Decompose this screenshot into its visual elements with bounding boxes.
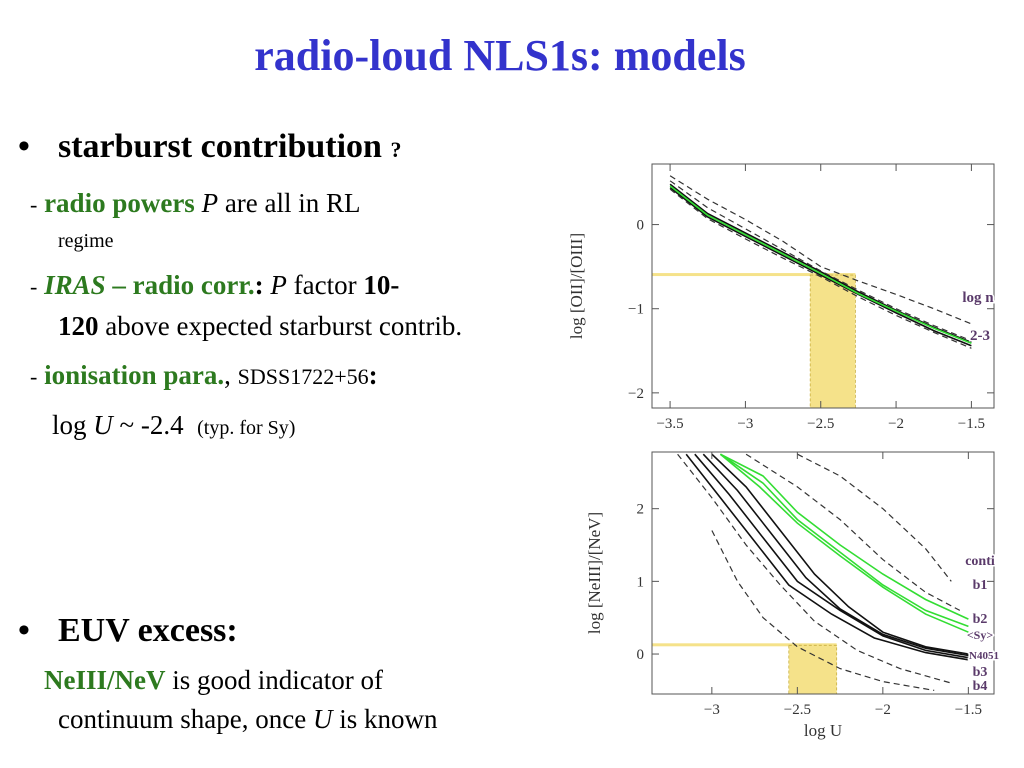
series-line-dashed — [745, 453, 961, 611]
var-p: P — [201, 188, 219, 218]
num-10: 10- — [363, 270, 400, 300]
series-line-solid-black — [711, 453, 969, 655]
bullet-starburst-question: ? — [390, 137, 402, 162]
dash: - — [30, 274, 38, 299]
series-line-solid-green — [719, 453, 969, 633]
x-tick-label: −1.5 — [958, 416, 985, 432]
sub-radio-powers: - radio powers P are all in RL — [30, 188, 361, 219]
observed-band-horizontal — [652, 273, 856, 277]
num-120: 120 — [58, 311, 99, 341]
annotation-label: b1 — [973, 578, 988, 593]
series-line-solid-black — [685, 453, 969, 661]
dot: . — [217, 360, 225, 390]
note-typ: (typ. for Sy) — [197, 417, 296, 439]
x-tick-label: −2 — [888, 416, 904, 432]
var-p: P — [270, 270, 287, 300]
colon: : — [368, 360, 378, 390]
colon: : — [254, 270, 264, 300]
series-line-dashed — [669, 175, 972, 325]
series-line-dashed — [797, 453, 952, 582]
series-line-dashed — [669, 188, 972, 349]
sub-neiii: NeIII/NeV is good indicator of — [44, 665, 383, 696]
y-tick-label: −2 — [628, 386, 644, 402]
series-line-solid-black — [694, 453, 969, 659]
annotation-label: b4 — [973, 679, 988, 694]
x-tick-label: −3 — [737, 416, 753, 432]
series-line-solid-green — [720, 453, 969, 620]
annotation-label: <Sy> — [967, 628, 994, 642]
dash: - — [30, 192, 38, 217]
y-axis-label: log [OII]/[OIII] — [567, 233, 586, 339]
plot-frame — [651, 163, 995, 409]
x-tick-label: −2.5 — [784, 702, 811, 718]
series-line-solid-green — [669, 185, 972, 344]
sub-radio-powers-cont: regime — [58, 230, 114, 252]
series-line-solid-black — [669, 186, 972, 347]
text-good-indicator: is good indicator of — [172, 665, 383, 695]
var-u: U — [312, 704, 333, 734]
bullet-euv-text: EUV excess: — [58, 612, 238, 649]
annotation-label: 2-3 — [970, 328, 990, 344]
term-radio-powers: radio powers — [44, 188, 195, 218]
bullet-starburst-text: starburst contribution — [58, 128, 382, 165]
series-line-dashed — [669, 180, 972, 342]
term-neiii-nev: NeIII/NeV — [44, 665, 166, 695]
sub-ionisation-value: log U ~ -2.4 (typ. for Sy) — [52, 410, 295, 441]
text-continuum: continuum shape, once — [58, 704, 307, 734]
series-line-solid-black — [702, 453, 969, 657]
text-factor: factor — [293, 270, 357, 300]
y-tick-label: 2 — [637, 502, 645, 518]
sub-neiii-cont: continuum shape, once U is known — [58, 704, 437, 735]
bullet-starburst: • starburst contribution ? — [18, 128, 401, 166]
x-tick-label: −2.5 — [807, 416, 834, 432]
x-axis-label: log U — [804, 721, 842, 740]
series-line-solid-green — [719, 453, 969, 628]
annotation-label: log n — [962, 290, 994, 306]
x-tick-label: −3.5 — [656, 416, 683, 432]
value-log-u: ~ -2.4 — [119, 410, 184, 440]
series-group — [677, 453, 969, 691]
text-rl: are all in RL — [224, 188, 361, 218]
annotation-label: b2 — [973, 612, 988, 627]
bullet-dot: • — [18, 612, 30, 649]
chart-neiii-nev: −3 −2.5 −2 −1.5 2 1 0 log [NeIII]/[NeV] log U con… — [585, 451, 1000, 740]
comma: , — [224, 360, 231, 390]
y-tick-label: 0 — [637, 218, 645, 234]
term-ionisation: ionisation para — [44, 360, 218, 390]
sub-iras: - IRAS – radio corr.: P factor 10- — [30, 270, 399, 301]
x-tick-label: −2 — [875, 702, 891, 718]
observed-band-vertical — [788, 644, 838, 695]
plot-frame — [651, 451, 995, 695]
bullet-dot: • — [18, 128, 30, 165]
annotation-label: conti — [965, 554, 995, 569]
observed-band-vertical — [809, 274, 856, 409]
object-name: SDSS1722+56 — [237, 364, 369, 389]
y-axis-label: log [NeIII]/[NeV] — [585, 512, 604, 634]
slide-title: radio-loud NLS1s: models — [254, 31, 746, 80]
annotation-label: b3 — [973, 665, 988, 680]
y-tick-label: 1 — [637, 574, 645, 590]
text-log: log — [52, 410, 87, 440]
text-above-expected: above expected starburst contrib. — [105, 311, 463, 341]
y-tick-label: −1 — [628, 302, 644, 318]
sub-iras-cont: 120 above expected starburst contrib. — [58, 311, 462, 342]
observed-band-horizontal — [652, 643, 837, 647]
annotation-label: N4051 — [969, 650, 999, 662]
bullet-euv: • EUV excess: — [18, 612, 238, 650]
x-tick-label: −3 — [704, 702, 720, 718]
series-group — [669, 175, 972, 349]
term-radio-corr: – radio corr — [112, 270, 248, 300]
var-u: U — [93, 410, 113, 440]
term-iras: IRAS — [44, 270, 106, 300]
x-tick-label: −1.5 — [955, 702, 982, 718]
dot: . — [247, 270, 255, 300]
sub-ionisation: - ionisation para., SDSS1722+56: — [30, 360, 378, 391]
chart-oii-oiii: −3.5 −3 −2.5 −2 −1.5 0 −1 −2 log [OII]/[OIII] log… — [567, 163, 996, 432]
series-line-dashed — [677, 453, 952, 684]
text-is-known: is known — [339, 704, 438, 734]
y-tick-label: 0 — [637, 647, 645, 663]
dash: - — [30, 364, 38, 389]
